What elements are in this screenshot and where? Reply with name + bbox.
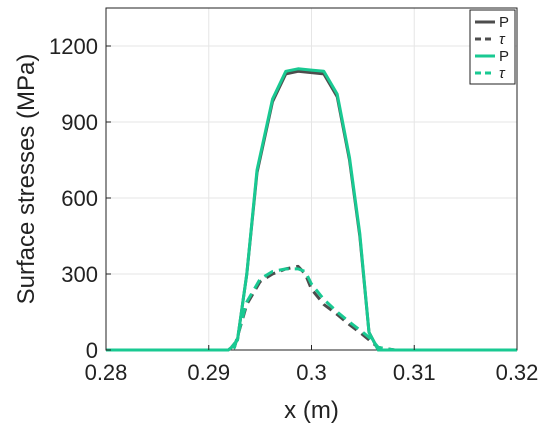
- legend-label: τ: [499, 31, 506, 48]
- legend-label: P: [499, 14, 509, 31]
- y-tick-label: 600: [61, 186, 98, 211]
- y-tick-label: 1200: [49, 34, 98, 59]
- x-tick-label: 0.31: [393, 360, 436, 385]
- legend-label: P: [499, 48, 509, 65]
- legend-label: τ: [499, 65, 506, 82]
- y-axis-label: Surface stresses (MPa): [13, 54, 40, 305]
- series-layer: [106, 67, 517, 352]
- x-tick-label: 0.29: [187, 360, 230, 385]
- tick-labels: 0.28 0.29 0.3 0.31 0.32 0 300 600 900 1200: [49, 34, 538, 385]
- y-tick-label: 900: [61, 110, 98, 135]
- grid: [105, 8, 518, 351]
- y-tick-label: 0: [86, 338, 98, 363]
- x-tick-label: 0.32: [496, 360, 539, 385]
- x-axis-label: x (m): [284, 397, 339, 424]
- x-tick-label: 0.28: [85, 360, 128, 385]
- series-line-tau-green: [106, 267, 517, 352]
- y-tick-label: 300: [61, 262, 98, 287]
- x-tick-label: 0.3: [296, 360, 327, 385]
